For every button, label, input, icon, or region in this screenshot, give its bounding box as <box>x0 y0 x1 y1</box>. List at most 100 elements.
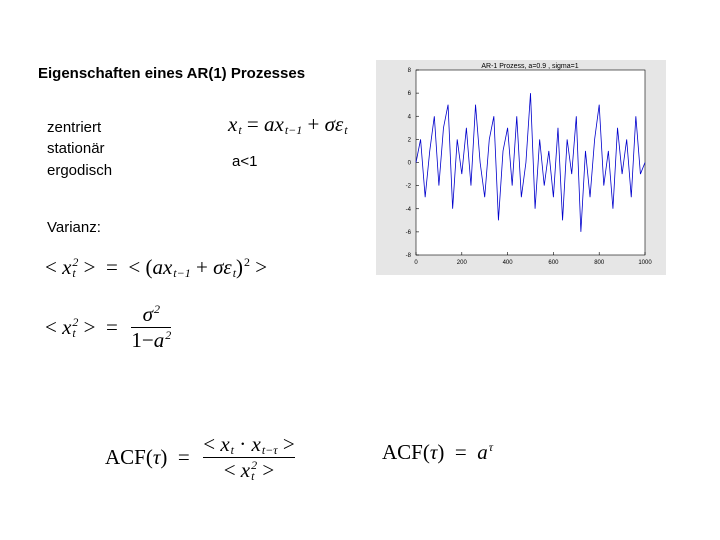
x-tick-label: 600 <box>548 260 559 266</box>
subscript: t−1 <box>173 265 191 280</box>
formula-term: < <box>45 255 62 280</box>
scripts: t−τ <box>262 434 278 456</box>
slide-title: Eigenschaften eines AR(1) Prozesses <box>38 65 306 82</box>
x-tick-label: 1000 <box>638 260 652 266</box>
symbol: · <box>234 432 252 456</box>
formula-term: σ <box>325 112 335 137</box>
numerator: < x t · x t−τ > <box>203 432 294 457</box>
symbol: a <box>153 328 165 352</box>
y-tick-label: 8 <box>408 68 412 74</box>
formula-term: τ <box>153 445 161 470</box>
subscript: t <box>232 265 237 280</box>
scripts: 2 <box>153 301 160 326</box>
formula-term: ε t <box>335 112 348 137</box>
formula-term: > <box>250 255 267 280</box>
formula-term: < <box>224 458 241 483</box>
scripts: t <box>238 114 241 136</box>
formula-term: a <box>152 255 163 280</box>
x-tick-label: 800 <box>594 260 605 266</box>
subscript: t <box>72 265 76 280</box>
formula-term: 1− <box>131 328 153 353</box>
formula-term: x t−1 <box>163 255 191 280</box>
symbol: < <box>223 458 241 482</box>
x-tick-label: 0 <box>414 260 418 266</box>
x-tick-label: 200 <box>457 260 468 266</box>
superscript: 2 <box>251 457 258 472</box>
subscript: t <box>251 468 255 483</box>
y-tick-label: 0 <box>408 161 412 167</box>
denominator: 1− a 2 <box>131 328 171 353</box>
chart-title: AR-1 Prozess, a=0.9 , sigma=1 <box>481 63 578 70</box>
symbol: ) = <box>437 440 478 464</box>
scripts: τ <box>489 441 493 464</box>
fraction-bar <box>131 327 172 328</box>
formula-term: < <box>45 315 62 340</box>
y-tick-label: -4 <box>406 207 412 213</box>
y-tick-label: 4 <box>408 114 412 120</box>
formula-term: ACF( <box>105 445 153 470</box>
subscript <box>165 341 171 352</box>
scripts: 2 <box>244 256 250 279</box>
formula-term: a <box>264 112 275 137</box>
chart: AR-1 Prozess, a=0.9 , sigma=1 -8 -6 -4 -2 0 2… <box>376 60 666 275</box>
formula-term: + <box>191 255 213 280</box>
formula-term: x t <box>220 432 234 457</box>
formula-term: x t−1 <box>275 112 303 137</box>
symbol: x <box>228 112 238 136</box>
symbol: > <box>277 432 295 456</box>
variance-label: Varianz: <box>47 219 101 236</box>
symbol: + <box>302 112 325 136</box>
condition: a<1 <box>232 153 258 170</box>
formula-term: > = < ( <box>78 255 153 280</box>
formula-term: ε t <box>223 255 236 280</box>
subscript: t−1 <box>284 122 303 137</box>
y-tick-label: -2 <box>406 184 412 190</box>
subscript: t <box>72 325 76 340</box>
formula-term: > <box>278 432 295 457</box>
symbol: < <box>45 255 63 279</box>
symbol: ε <box>334 112 344 136</box>
symbol: > <box>257 458 275 482</box>
symbol: < <box>203 432 221 456</box>
symbol: < <box>45 315 63 339</box>
symbol: ε <box>223 255 232 279</box>
series-line <box>415 93 646 232</box>
formula-term: + <box>302 112 324 137</box>
symbol: a <box>477 440 488 464</box>
superscript: 2 <box>153 301 160 316</box>
formula-term: > = <box>78 315 128 340</box>
symbol: x <box>62 255 72 279</box>
symbol: > = < ( <box>78 255 153 279</box>
symbol: > = <box>78 315 129 339</box>
scripts: t <box>231 434 234 456</box>
symbol: ) <box>236 255 244 279</box>
superscript: 2 <box>72 254 79 269</box>
symbol: x <box>274 112 284 136</box>
formula-term: x t <box>228 112 242 137</box>
symbol: = <box>241 112 265 136</box>
symbol: σ <box>213 255 224 279</box>
formula-term: ) 2 <box>236 255 250 280</box>
symbol: σ <box>324 112 335 136</box>
subscript: t−τ <box>261 442 278 457</box>
scripts: t <box>233 257 236 279</box>
symbol: σ <box>142 302 153 326</box>
subscript <box>489 453 493 464</box>
property: ergodisch <box>47 162 113 179</box>
y-tick-label: -6 <box>406 230 412 236</box>
symbol: ACF( <box>382 440 430 464</box>
scripts: t <box>344 114 347 136</box>
y-tick-label: -8 <box>406 253 412 259</box>
y-tick-label: 2 <box>408 137 412 143</box>
formula-term: ) = <box>437 440 477 465</box>
symbol: τ <box>429 440 438 464</box>
